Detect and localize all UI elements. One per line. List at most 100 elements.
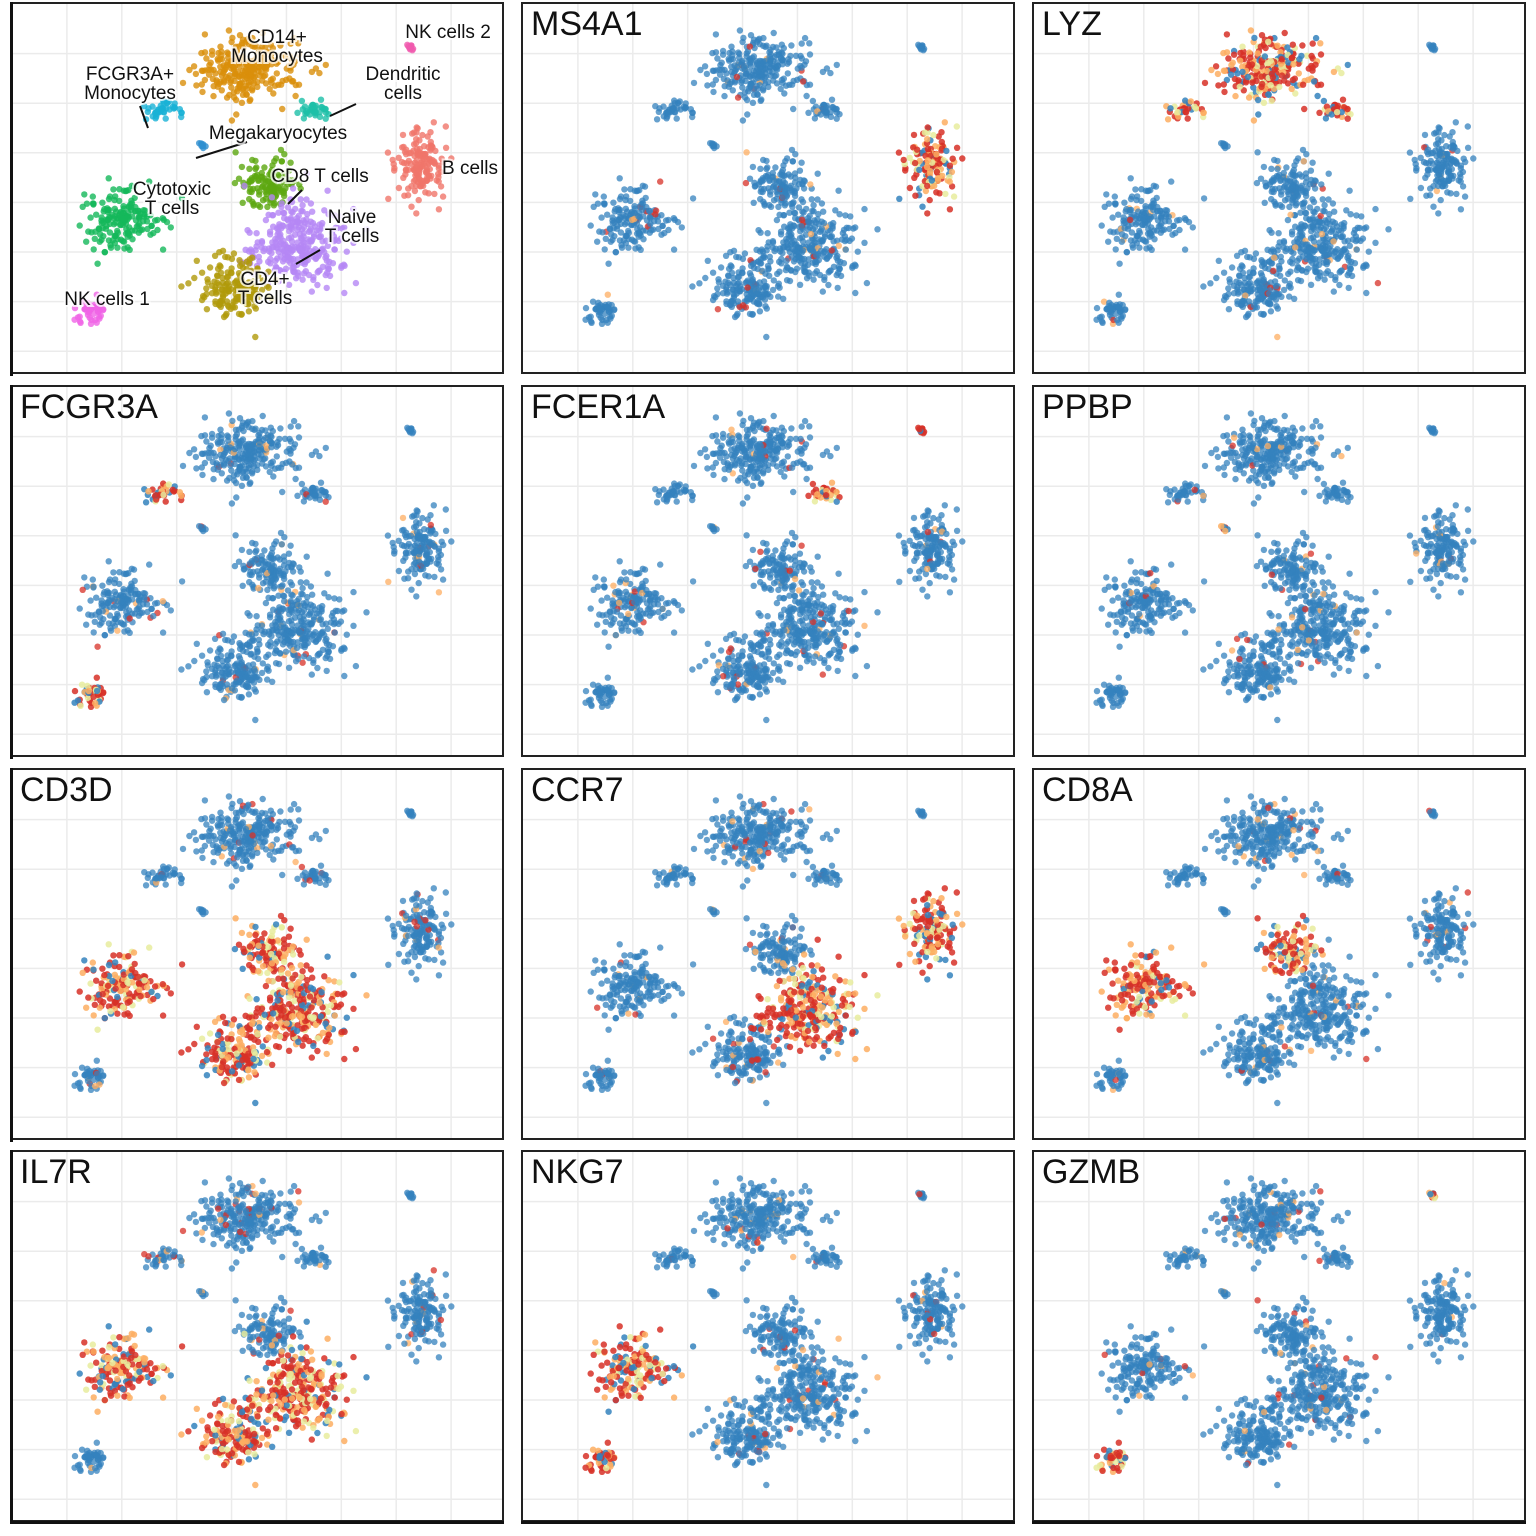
- cell-point: [1265, 258, 1273, 265]
- cell-point: [413, 593, 420, 600]
- cell-point: [448, 538, 455, 545]
- cell-point: [623, 219, 630, 226]
- cell-point: [714, 55, 721, 62]
- cell-point: [1280, 239, 1288, 246]
- cell-point: [1099, 319, 1106, 326]
- cell-point: [769, 239, 777, 246]
- cell-point: [267, 41, 274, 48]
- cell-point: [818, 218, 825, 225]
- cell-point: [1244, 253, 1251, 261]
- cell-point: [1106, 311, 1114, 319]
- cell-point: [1121, 199, 1128, 206]
- cell-point: [1260, 260, 1268, 268]
- cell-point: [198, 81, 205, 88]
- cell-point: [598, 214, 605, 221]
- cell-point: [439, 576, 447, 583]
- cell-point: [1294, 263, 1301, 270]
- cell-point: [242, 450, 249, 458]
- cell-point: [781, 244, 788, 251]
- cell-point: [785, 231, 792, 238]
- cell-point: [145, 105, 152, 112]
- cell-point: [783, 155, 791, 162]
- cell-point: [1252, 250, 1260, 257]
- cell-point: [430, 119, 437, 126]
- cell-point: [213, 460, 220, 467]
- cell-point: [282, 185, 289, 192]
- cluster-label-fcgr3a: FCGR3A+ Monocytes: [84, 64, 176, 104]
- cell-point: [753, 59, 761, 67]
- cell-point: [90, 200, 97, 207]
- cell-point: [1275, 230, 1282, 237]
- cell-point: [220, 292, 227, 299]
- cell-point: [267, 171, 275, 179]
- cell-point: [237, 80, 244, 88]
- cell-point: [912, 192, 919, 199]
- cell-point: [946, 178, 953, 185]
- cell-point: [1333, 109, 1341, 116]
- cell-point: [906, 184, 914, 192]
- cell-point: [1201, 79, 1209, 87]
- cell-point: [1229, 59, 1236, 66]
- cell-point: [270, 473, 277, 480]
- cell-point: [1254, 50, 1261, 57]
- cell-point: [710, 88, 717, 96]
- cell-point: [922, 187, 930, 195]
- cell-point: [1236, 83, 1243, 90]
- cell-point: [162, 115, 169, 122]
- cell-point: [285, 550, 293, 557]
- cell-point: [106, 229, 114, 236]
- cell-point: [783, 263, 790, 270]
- cell-point: [643, 203, 650, 211]
- cell-point: [261, 245, 268, 252]
- cell-point: [259, 412, 266, 420]
- cluster-label-dc: Dendritic cells: [366, 64, 441, 104]
- cell-point: [1278, 56, 1285, 63]
- cell-point: [272, 640, 279, 647]
- cell-point: [239, 199, 246, 206]
- cell-point: [1158, 220, 1165, 227]
- cell-point: [778, 76, 786, 84]
- cell-point: [236, 446, 243, 453]
- cell-point: [228, 302, 236, 309]
- cell-point: [1424, 146, 1432, 153]
- cell-point: [1317, 40, 1324, 47]
- cell-point: [849, 262, 856, 270]
- cell-point: [338, 645, 345, 653]
- cell-point: [779, 166, 787, 174]
- cell-point: [232, 479, 240, 487]
- cluster-label-line: CD14+: [247, 27, 307, 48]
- cell-point: [97, 614, 104, 621]
- cell-point: [198, 296, 206, 304]
- cell-point: [763, 333, 770, 341]
- cell-point: [608, 231, 615, 238]
- cell-point: [1297, 184, 1304, 191]
- cell-point: [818, 247, 825, 255]
- cell-point: [764, 243, 771, 250]
- cell-point: [245, 248, 253, 255]
- cell-point: [236, 32, 244, 39]
- cell-point: [807, 246, 814, 253]
- cell-point: [1103, 191, 1110, 198]
- cell-point: [231, 460, 238, 468]
- cell-point: [1330, 68, 1338, 76]
- cell-point: [228, 269, 235, 277]
- cell-point: [266, 468, 273, 476]
- cell-point: [203, 290, 210, 298]
- cluster-label-naive: Naive T cells: [325, 207, 380, 247]
- cell-point: [906, 154, 913, 161]
- cell-point: [770, 183, 778, 190]
- cell-point: [1107, 304, 1114, 312]
- cell-point: [818, 200, 826, 207]
- cell-point: [352, 279, 360, 287]
- cell-point: [277, 146, 285, 154]
- cell-point: [833, 115, 840, 122]
- cell-point: [749, 260, 757, 268]
- scatter-plot: [12, 387, 502, 755]
- cell-point: [1439, 177, 1446, 184]
- cell-point: [242, 442, 250, 450]
- cell-point: [779, 194, 787, 201]
- cell-point: [1310, 238, 1318, 245]
- cell-point: [948, 168, 956, 176]
- cell-point: [750, 53, 758, 60]
- cluster-label-line: Monocytes: [231, 46, 323, 67]
